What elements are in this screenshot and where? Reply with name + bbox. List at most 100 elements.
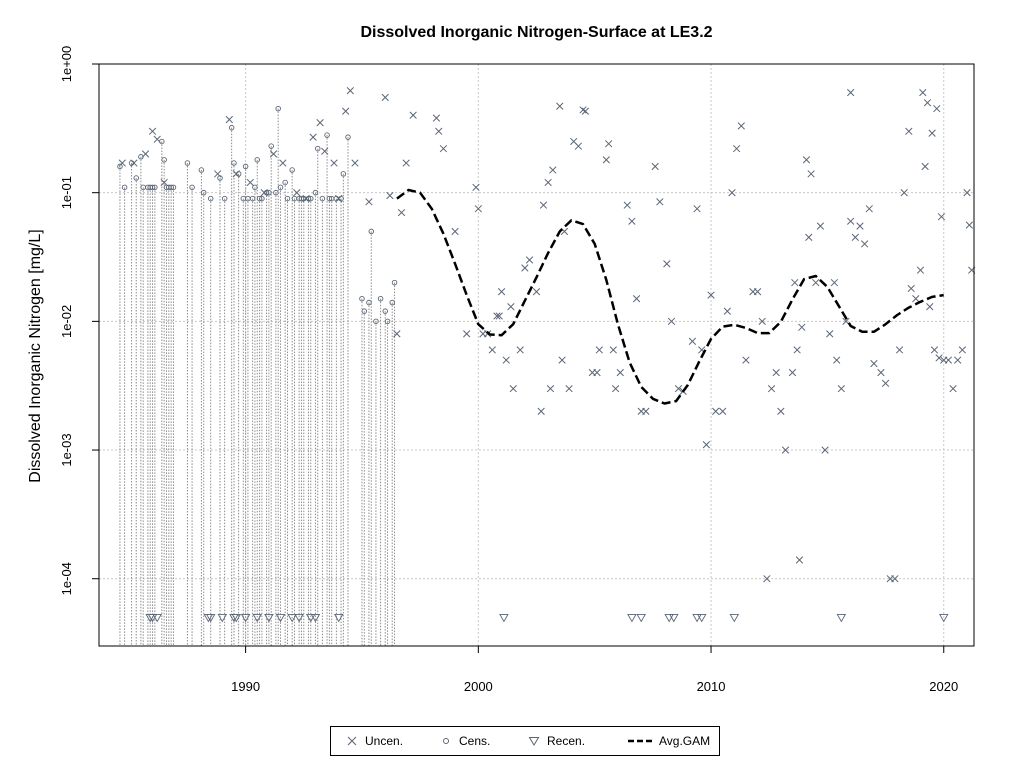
y-tick-label: 1e+00 xyxy=(59,46,74,83)
uncensored-point xyxy=(558,356,566,364)
uncensored-point xyxy=(707,291,715,299)
censored-point xyxy=(359,295,365,302)
uncensored-point xyxy=(742,356,750,364)
uncensored-point xyxy=(509,384,517,393)
uncensored-point xyxy=(321,147,329,155)
uncensored-point xyxy=(965,221,973,229)
x-tick-label: 2020 xyxy=(929,679,958,694)
uncensored-point xyxy=(316,119,324,127)
censored-point xyxy=(259,195,265,202)
uncensored-point xyxy=(451,227,459,236)
uncensored-point xyxy=(693,205,701,213)
censored-point xyxy=(256,195,263,202)
censored-point xyxy=(289,167,295,173)
uncensored-point xyxy=(732,144,741,153)
censored-lines-layer xyxy=(119,108,396,646)
uncensored-point xyxy=(463,330,471,338)
uncensored-point xyxy=(346,87,354,95)
uncensored-point xyxy=(933,104,941,113)
recensored-point xyxy=(627,614,637,623)
censored-point xyxy=(254,157,260,163)
uncensored-point xyxy=(881,379,890,387)
censored-point xyxy=(266,189,272,196)
censored-point xyxy=(161,157,167,163)
censored-point xyxy=(382,308,388,314)
uncensored-point xyxy=(232,170,240,178)
uncensored-point xyxy=(516,346,524,354)
uncensored-point xyxy=(900,189,908,197)
censored-point xyxy=(207,195,214,202)
uncensored-point xyxy=(663,260,671,268)
censored-point xyxy=(373,318,379,325)
recensored-point xyxy=(636,614,646,623)
uncensored-point xyxy=(719,407,727,415)
uncensored-point xyxy=(381,93,389,102)
uncensored-point xyxy=(895,346,904,354)
uncensored-point xyxy=(279,159,287,167)
uncensored-point xyxy=(870,359,878,368)
legend-item-cens: Cens. xyxy=(439,727,490,755)
censored-point xyxy=(200,189,207,196)
censored-point xyxy=(298,195,305,202)
uncensored-point xyxy=(812,278,820,287)
censored-point xyxy=(282,179,288,186)
recensored-point xyxy=(669,614,679,623)
grid-layer xyxy=(99,63,974,646)
uncensored-point xyxy=(935,354,943,362)
uncensored-point xyxy=(581,107,590,115)
uncensored-point xyxy=(674,384,683,393)
uncensored-point xyxy=(439,144,448,153)
uncensored-point xyxy=(737,122,745,130)
censored-point xyxy=(273,189,279,196)
uncensored-point xyxy=(432,114,441,122)
uncensored-point xyxy=(777,407,785,415)
uncensored-point xyxy=(330,159,338,167)
triangle-marker-icon xyxy=(528,737,540,746)
x-tick-label: 1990 xyxy=(231,679,260,694)
censored-point xyxy=(242,163,249,170)
uncensored-point xyxy=(365,198,373,206)
x-tick-label: 2010 xyxy=(697,679,726,694)
recensored-point xyxy=(692,614,702,623)
uncensored-point xyxy=(497,288,506,296)
censored-point xyxy=(308,195,314,202)
uncensored-point xyxy=(928,129,936,137)
legend-label: Avg.GAM xyxy=(659,734,711,748)
censored-point xyxy=(117,163,123,170)
uncensored-point xyxy=(574,142,583,150)
uncensored-point xyxy=(949,384,957,393)
y-axis-label: Dissolved Inorganic Nitrogen [mg/L] xyxy=(27,229,44,483)
uncensored-point xyxy=(386,191,394,200)
x-tick-label: 2000 xyxy=(464,679,493,694)
uncensored-point xyxy=(269,150,278,158)
uncensored-point xyxy=(963,189,971,197)
x-marker-icon xyxy=(347,736,357,746)
uncensored-point xyxy=(474,205,482,213)
uncensored-point xyxy=(702,441,711,449)
uncensored-point xyxy=(409,111,417,119)
axis-layer: 1990 2000 2010 2020 1e-04 1e-03 1e-02 1e-01 1e+0… xyxy=(59,46,958,694)
uncensored-point xyxy=(141,150,150,158)
uncensored-point xyxy=(926,303,934,311)
censored-point xyxy=(268,143,274,149)
uncensored-point xyxy=(795,556,804,564)
censored-point xyxy=(184,160,191,166)
uncensored-point xyxy=(537,407,545,415)
y-tick-label: 1e-01 xyxy=(59,176,74,209)
uncensored-point xyxy=(525,256,534,264)
uncensored-point xyxy=(616,368,624,377)
uncensored-point xyxy=(493,312,501,320)
recensored-point xyxy=(310,614,321,623)
uncensored-point xyxy=(791,278,799,287)
y-tick-label: 1e-04 xyxy=(59,562,74,595)
recensored-point xyxy=(264,614,274,623)
legend-label: Uncen. xyxy=(365,734,404,748)
uncensored-point xyxy=(805,233,813,241)
censored-point xyxy=(189,184,195,191)
uncensored-point xyxy=(602,156,610,164)
uncensored-point xyxy=(532,288,541,296)
uncensored-point xyxy=(397,208,406,217)
uncensored-point xyxy=(593,368,601,377)
chart-title: Dissolved Inorganic Nitrogen-Surface at … xyxy=(360,24,713,41)
